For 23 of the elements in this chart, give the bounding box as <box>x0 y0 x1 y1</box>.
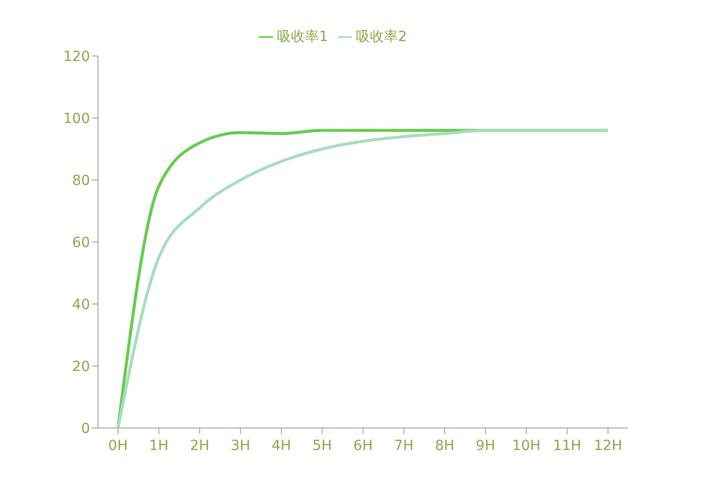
x-tick-label: 1H <box>149 438 169 454</box>
y-tick-label: 100 <box>63 110 90 127</box>
x-tick-label: 8H <box>434 438 454 454</box>
legend-label: 吸收率2 <box>356 29 407 45</box>
y-tick-label: 0 <box>81 420 90 437</box>
x-tick-label: 11H <box>552 438 582 454</box>
x-tick-label: 10H <box>512 438 541 454</box>
y-tick-label: 60 <box>72 234 90 251</box>
y-tick-label: 120 <box>63 48 90 65</box>
legend-label: 吸收率1 <box>277 29 328 45</box>
y-tick-label: 40 <box>72 296 90 313</box>
x-tick-label: 5H <box>312 438 332 454</box>
x-tick-label: 6H <box>353 438 373 454</box>
y-tick-label: 80 <box>72 172 90 189</box>
x-tick-label: 3H <box>230 438 250 454</box>
x-tick-label: 9H <box>476 438 496 454</box>
x-tick-label: 7H <box>394 438 414 454</box>
x-tick-label: 4H <box>272 438 292 454</box>
line-series <box>116 128 610 428</box>
y-tick-label: 20 <box>72 358 90 375</box>
x-tick-label: 12H <box>594 438 622 454</box>
x-tick-label: 0H <box>108 438 128 454</box>
x-tick-label: 2H <box>190 438 210 454</box>
